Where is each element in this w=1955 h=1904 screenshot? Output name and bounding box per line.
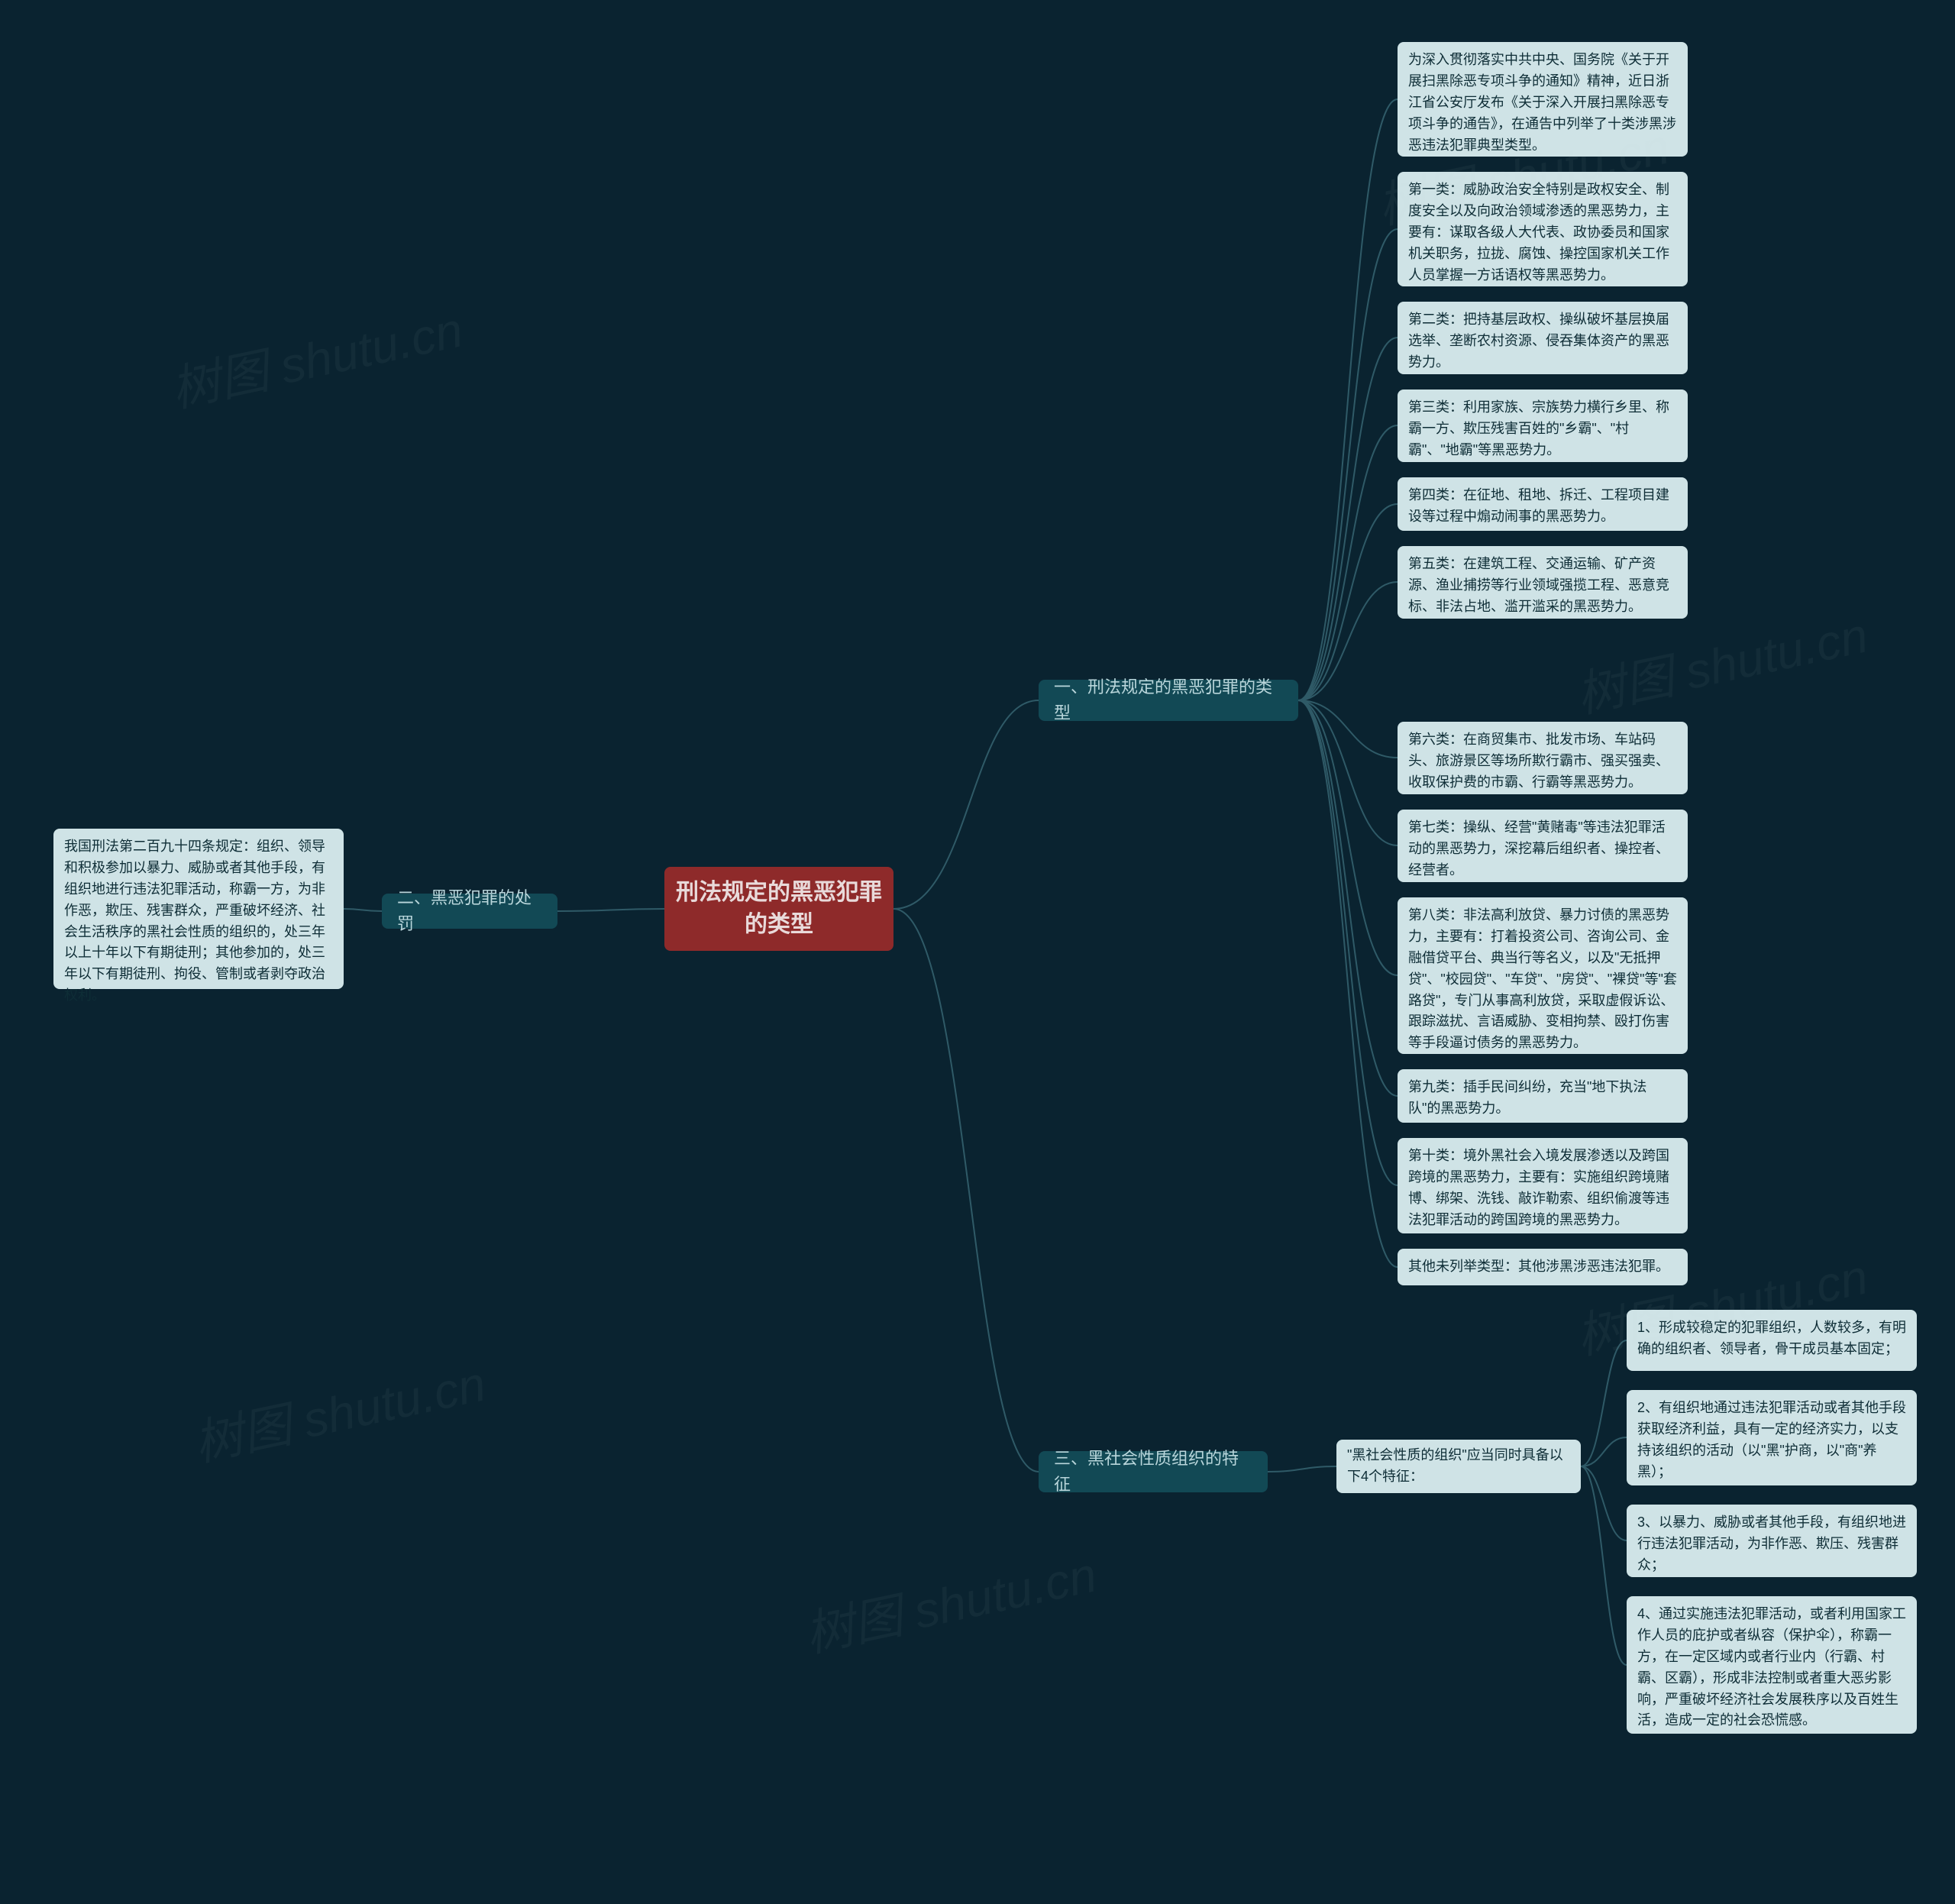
watermark: 树图 shutu.cn bbox=[187, 1345, 491, 1476]
leaf-text: 第十类：境外黑社会入境发展渗透以及跨国跨境的黑恶势力，主要有：实施组织跨境赌博、… bbox=[1408, 1148, 1669, 1227]
root-node[interactable]: 刑法规定的黑恶犯罪的类型 bbox=[664, 867, 893, 951]
leaf-text: 1、形成较稳定的犯罪组织，人数较多，有明确的组织者、领导者，骨干成员基本固定； bbox=[1637, 1320, 1906, 1356]
leaf-text: 第七类：操纵、经营"黄赌毒"等违法犯罪活动的黑恶势力，深挖幕后组织者、操控者、经… bbox=[1408, 819, 1669, 878]
leaf-text: "黑社会性质的组织"应当同时具备以下4个特征： bbox=[1347, 1445, 1570, 1488]
leaf-type-5[interactable]: 第五类：在建筑工程、交通运输、矿产资源、渔业捕捞等行业领域强揽工程、恶意竞标、非… bbox=[1398, 546, 1688, 619]
leaf-type-8[interactable]: 第八类：非法高利放贷、暴力讨债的黑恶势力，主要有：打着投资公司、咨询公司、金融借… bbox=[1398, 897, 1688, 1054]
leaf-type-intro[interactable]: 为深入贯彻落实中共中央、国务院《关于开展扫黑除恶专项斗争的通知》精神，近日浙江省… bbox=[1398, 42, 1688, 157]
leaf-text: 4、通过实施违法犯罪活动，或者利用国家工作人员的庇护或者纵容（保护伞），称霸一方… bbox=[1637, 1606, 1906, 1728]
leaf-char-3[interactable]: 3、以暴力、威胁或者其他手段，有组织地进行违法犯罪活动，为非作恶、欺压、残害群众… bbox=[1627, 1505, 1917, 1577]
branch-label: 一、刑法规定的黑恶犯罪的类型 bbox=[1054, 674, 1283, 726]
leaf-type-2[interactable]: 第二类：把持基层政权、操纵破坏基层换届选举、垄断农村资源、侵吞集体资产的黑恶势力… bbox=[1398, 302, 1688, 374]
leaf-type-7[interactable]: 第七类：操纵、经营"黄赌毒"等违法犯罪活动的黑恶势力，深挖幕后组织者、操控者、经… bbox=[1398, 810, 1688, 882]
sub-characteristics-intro[interactable]: "黑社会性质的组织"应当同时具备以下4个特征： bbox=[1336, 1440, 1581, 1493]
branch-penalty[interactable]: 二、黑恶犯罪的处罚 bbox=[382, 894, 557, 929]
leaf-type-4[interactable]: 第四类：在征地、租地、拆迁、工程项目建设等过程中煽动闹事的黑恶势力。 bbox=[1398, 477, 1688, 531]
leaf-type-other[interactable]: 其他未列举类型：其他涉黑涉恶违法犯罪。 bbox=[1398, 1249, 1688, 1285]
leaf-text: 第八类：非法高利放贷、暴力讨债的黑恶势力，主要有：打着投资公司、咨询公司、金融借… bbox=[1408, 907, 1677, 1050]
root-label: 刑法规定的黑恶犯罪的类型 bbox=[675, 877, 883, 941]
watermark: 树图 shutu.cn bbox=[798, 1536, 1102, 1666]
leaf-text: 第三类：利用家族、宗族势力横行乡里、称霸一方、欺压残害百姓的"乡霸"、"村霸"、… bbox=[1408, 399, 1669, 457]
leaf-text: 第二类：把持基层政权、操纵破坏基层换届选举、垄断农村资源、侵吞集体资产的黑恶势力… bbox=[1408, 312, 1669, 370]
leaf-text: 其他未列举类型：其他涉黑涉恶违法犯罪。 bbox=[1408, 1259, 1669, 1274]
leaf-text: 第四类：在征地、租地、拆迁、工程项目建设等过程中煽动闹事的黑恶势力。 bbox=[1408, 487, 1669, 524]
leaf-text: 第九类：插手民间纠纷，充当"地下执法队"的黑恶势力。 bbox=[1408, 1079, 1646, 1116]
branch-label: 三、黑社会性质组织的特征 bbox=[1054, 1446, 1252, 1498]
leaf-type-6[interactable]: 第六类：在商贸集市、批发市场、车站码头、旅游景区等场所欺行霸市、强买强卖、收取保… bbox=[1398, 722, 1688, 794]
mindmap-canvas: 刑法规定的黑恶犯罪的类型 一、刑法规定的黑恶犯罪的类型 二、黑恶犯罪的处罚 三、… bbox=[0, 0, 1955, 1904]
branch-types[interactable]: 一、刑法规定的黑恶犯罪的类型 bbox=[1039, 680, 1298, 721]
leaf-char-2[interactable]: 2、有组织地通过违法犯罪活动或者其他手段获取经济利益，具有一定的经济实力，以支持… bbox=[1627, 1390, 1917, 1485]
leaf-text: 我国刑法第二百九十四条规定：组织、领导和积极参加以暴力、威胁或者其他手段，有组织… bbox=[64, 839, 325, 1003]
leaf-type-10[interactable]: 第十类：境外黑社会入境发展渗透以及跨国跨境的黑恶势力，主要有：实施组织跨境赌博、… bbox=[1398, 1138, 1688, 1233]
leaf-char-1[interactable]: 1、形成较稳定的犯罪组织，人数较多，有明确的组织者、领导者，骨干成员基本固定； bbox=[1627, 1310, 1917, 1371]
leaf-text: 第六类：在商贸集市、批发市场、车站码头、旅游景区等场所欺行霸市、强买强卖、收取保… bbox=[1408, 732, 1669, 790]
leaf-penalty-text[interactable]: 我国刑法第二百九十四条规定：组织、领导和积极参加以暴力、威胁或者其他手段，有组织… bbox=[53, 829, 344, 989]
leaf-text: 第五类：在建筑工程、交通运输、矿产资源、渔业捕捞等行业领域强揽工程、恶意竞标、非… bbox=[1408, 556, 1669, 614]
leaf-type-1[interactable]: 第一类：威胁政治安全特别是政权安全、制度安全以及向政治领域渗透的黑恶势力，主要有… bbox=[1398, 172, 1688, 286]
leaf-text: 为深入贯彻落实中共中央、国务院《关于开展扫黑除恶专项斗争的通知》精神，近日浙江省… bbox=[1408, 52, 1676, 153]
watermark: 树图 shutu.cn bbox=[164, 291, 468, 422]
leaf-type-9[interactable]: 第九类：插手民间纠纷，充当"地下执法队"的黑恶势力。 bbox=[1398, 1069, 1688, 1123]
leaf-text: 第一类：威胁政治安全特别是政权安全、制度安全以及向政治领域渗透的黑恶势力，主要有… bbox=[1408, 182, 1669, 283]
branch-characteristics[interactable]: 三、黑社会性质组织的特征 bbox=[1039, 1451, 1268, 1492]
leaf-char-4[interactable]: 4、通过实施违法犯罪活动，或者利用国家工作人员的庇护或者纵容（保护伞），称霸一方… bbox=[1627, 1596, 1917, 1734]
leaf-text: 2、有组织地通过违法犯罪活动或者其他手段获取经济利益，具有一定的经济实力，以支持… bbox=[1637, 1400, 1906, 1479]
leaf-type-3[interactable]: 第三类：利用家族、宗族势力横行乡里、称霸一方、欺压残害百姓的"乡霸"、"村霸"、… bbox=[1398, 390, 1688, 462]
branch-label: 二、黑恶犯罪的处罚 bbox=[397, 885, 542, 937]
leaf-text: 3、以暴力、威胁或者其他手段，有组织地进行违法犯罪活动，为非作恶、欺压、残害群众… bbox=[1637, 1514, 1906, 1573]
